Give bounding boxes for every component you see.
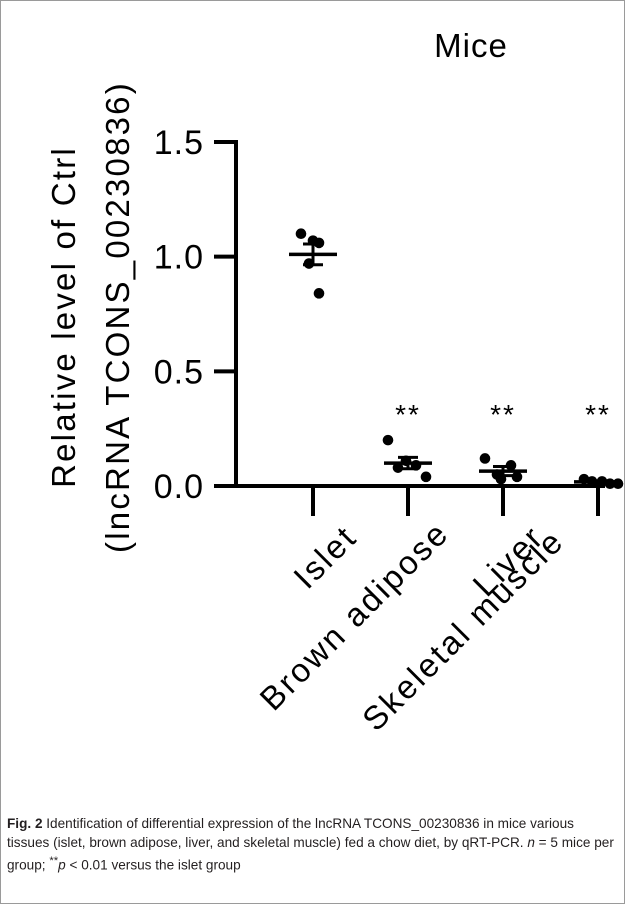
data-point-1-3 [393,462,404,473]
x-category-label-3: Skeletal muscle [355,522,571,738]
data-point-2-3 [512,472,523,483]
figure-caption: Fig. 2 Identification of differential ex… [7,814,619,875]
significance-mark-1: ** [395,399,421,430]
data-point-1-4 [421,472,432,483]
caption-text-3: < 0.01 versus the islet group [66,858,241,873]
x-category-label-0: Islet [286,518,364,596]
data-point-0-4 [314,288,325,299]
data-point-1-1 [401,455,412,466]
y-axis-label-line2: (lncRNA TCONS_00230836) [99,81,136,553]
chart-title: Mice [434,27,508,64]
y-tick-label-3: 1.5 [154,124,204,162]
caption-sig-mark: ** [49,855,58,867]
data-point-2-4 [496,474,507,485]
caption-n-symbol: n [527,835,535,850]
data-point-2-1 [506,460,517,471]
data-point-3-1 [587,476,598,487]
y-axis-label-line1: Relative level of Ctrl [45,146,82,488]
data-point-1-2 [411,460,422,471]
significance-mark-2: ** [490,399,516,430]
caption-fig-label: Fig. 2 [7,816,43,831]
chart: Mice Relative level of Ctrl (lncRNA TCONS_… [1,1,626,811]
data-point-3-4 [613,478,624,489]
caption-p-symbol: p [58,858,66,873]
data-point-0-2 [314,238,325,249]
caption-text-1: Identification of differential expressio… [7,816,574,850]
data-point-0-0 [296,228,307,239]
y-tick-label-0: 0.0 [154,468,204,506]
significance-mark-3: ** [585,399,611,430]
y-tick-label-2: 1.0 [154,239,204,277]
data-point-0-3 [304,258,315,269]
y-tick-label-1: 0.5 [154,353,204,391]
data-point-2-0 [480,453,491,464]
data-point-1-0 [383,435,394,446]
